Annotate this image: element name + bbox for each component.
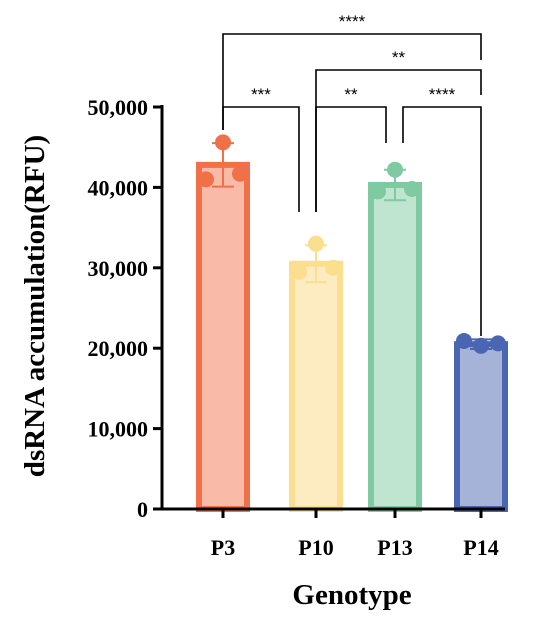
significance-label: ** bbox=[392, 48, 406, 67]
data-point-p14 bbox=[473, 337, 489, 354]
bar-p10 bbox=[289, 260, 343, 512]
y-axis-title: dsRNA accumulation(RFU) bbox=[19, 135, 51, 477]
significance-label: *** bbox=[251, 85, 271, 104]
significance-label: **** bbox=[429, 85, 456, 104]
axes-layer: 0 10,000 20,000 30,000 40,000 50,000 P3 P10 P13 P… bbox=[88, 95, 505, 560]
significance-label: ** bbox=[344, 85, 358, 104]
data-point-p13 bbox=[370, 183, 386, 200]
x-tick-label-p14: P14 bbox=[463, 535, 498, 560]
x-tick-label-p13: P13 bbox=[377, 535, 412, 560]
data-point-p10 bbox=[291, 263, 307, 280]
x-axis-title: Genotype bbox=[292, 579, 411, 611]
y-tick-label: 40,000 bbox=[88, 175, 149, 200]
data-point-p14 bbox=[456, 332, 472, 349]
data-point-p13 bbox=[404, 181, 420, 198]
bars-layer bbox=[196, 142, 508, 512]
significance-bracket: ** bbox=[315, 48, 482, 212]
y-tick-label: 0 bbox=[137, 497, 148, 522]
data-point-p13 bbox=[387, 161, 403, 178]
significance-label: **** bbox=[339, 12, 366, 31]
data-point-p10 bbox=[325, 259, 341, 276]
data-point-p3 bbox=[232, 165, 248, 182]
data-point-p10 bbox=[308, 235, 324, 252]
x-tick-label-p3: P3 bbox=[211, 535, 235, 560]
y-tick-label: 30,000 bbox=[88, 256, 149, 281]
x-tick-label-p10: P10 bbox=[298, 535, 333, 560]
bar-p3 bbox=[196, 161, 250, 512]
y-tick-label: 20,000 bbox=[88, 336, 149, 361]
significance-bracket: ** ** bbox=[222, 12, 482, 130]
data-point-p3 bbox=[215, 134, 231, 151]
bar-p14 bbox=[454, 341, 508, 512]
bar-p13 bbox=[368, 181, 422, 512]
points-layer bbox=[198, 134, 506, 354]
data-point-p14 bbox=[490, 335, 506, 352]
y-tick-label: 10,000 bbox=[88, 417, 149, 442]
significance-layer: *** ** ********** bbox=[222, 12, 482, 336]
data-point-p3 bbox=[198, 171, 214, 188]
y-tick-label: 50,000 bbox=[88, 95, 149, 120]
significance-bracket: **** bbox=[402, 85, 482, 336]
